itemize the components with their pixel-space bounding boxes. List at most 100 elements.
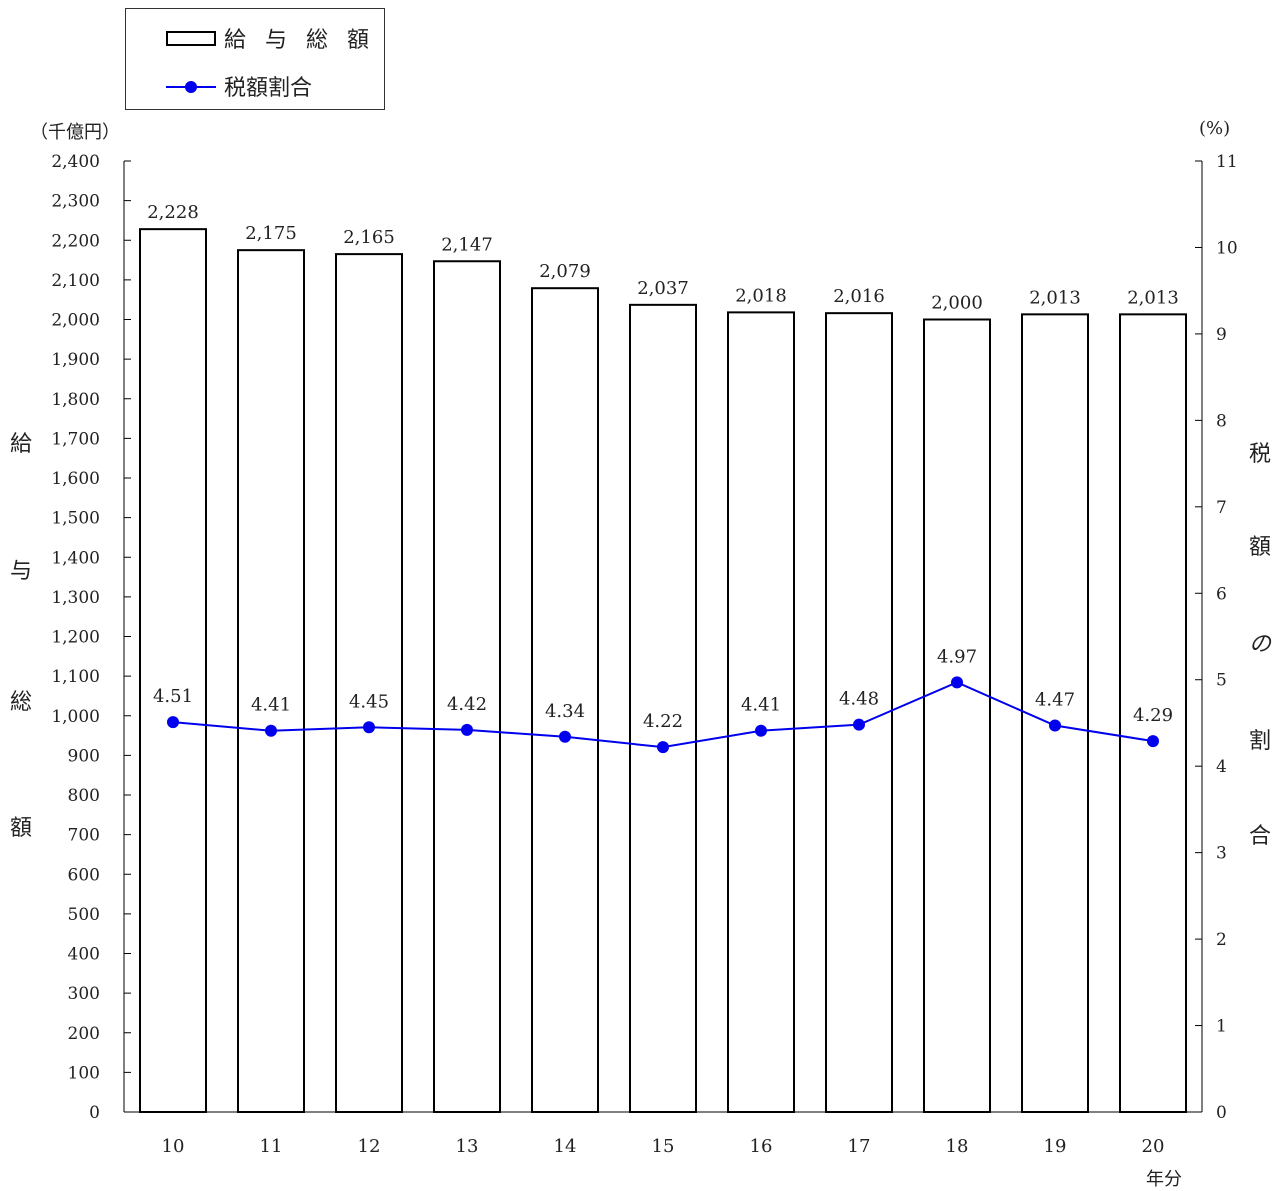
right-tick-label: 6 <box>1216 584 1227 604</box>
tax-ratio-label: 4.41 <box>741 695 781 716</box>
bar-value-label: 2,016 <box>833 286 885 307</box>
x-tick-label: 13 <box>456 1136 479 1157</box>
left-tick-label: 1,800 <box>51 390 100 410</box>
x-tick-label: 16 <box>750 1136 773 1157</box>
right-tick-label: 5 <box>1216 671 1227 691</box>
tax-ratio-point <box>1049 719 1061 732</box>
left-tick-label: 0 <box>89 1103 100 1123</box>
tax-ratio-point <box>167 716 179 729</box>
left-axis-title-char: 与 <box>10 559 33 584</box>
tax-ratio-label: 4.29 <box>1133 705 1173 726</box>
right-axis-title-char: 合 <box>1249 824 1272 849</box>
x-tick-label: 15 <box>652 1136 675 1157</box>
legend-bar-label: 給 与 総 額 <box>224 28 375 53</box>
left-tick-label: 700 <box>68 826 100 846</box>
bar <box>825 312 893 1114</box>
bar-value-label: 2,228 <box>147 202 199 223</box>
right-tick-label: 3 <box>1216 844 1227 864</box>
left-tick-label: 100 <box>68 1063 100 1083</box>
right-tick-label: 8 <box>1216 411 1227 431</box>
right-tick-label: 0 <box>1216 1103 1227 1123</box>
bar-value-label: 2,018 <box>735 285 787 306</box>
tax-ratio-point <box>657 741 669 754</box>
left-tick-label: 800 <box>68 786 100 806</box>
bar <box>139 228 207 1113</box>
bar <box>923 318 991 1113</box>
legend-line-swatch <box>166 79 216 94</box>
left-tick-label: 300 <box>68 984 100 1004</box>
tax-ratio-label: 4.22 <box>643 711 683 732</box>
right-tick-label: 2 <box>1216 930 1227 950</box>
bar-value-label: 2,037 <box>637 278 689 299</box>
left-tick-label: 2,000 <box>51 311 100 331</box>
tax-ratio-label: 4.48 <box>839 689 879 710</box>
right-tick-label: 4 <box>1216 757 1227 777</box>
right-axis-unit: (%) <box>1199 118 1231 139</box>
bar <box>1021 313 1089 1113</box>
x-tick-label: 19 <box>1044 1136 1067 1157</box>
right-axis-title-char: 額 <box>1249 535 1272 560</box>
left-tick-label: 1,300 <box>51 588 100 608</box>
right-tick-label: 11 <box>1216 152 1238 172</box>
left-tick-label: 1,400 <box>51 548 100 568</box>
left-axis-title-char: 総 <box>10 690 33 715</box>
left-tick-label: 1,600 <box>51 469 100 489</box>
legend-item-salary: 給 与 総 額 <box>166 23 375 53</box>
left-tick-label: 500 <box>68 905 100 925</box>
left-tick-label: 2,300 <box>51 192 100 212</box>
tax-ratio-point <box>853 718 865 731</box>
bar-value-label: 2,147 <box>441 234 493 255</box>
tax-ratio-label: 4.34 <box>545 701 585 722</box>
x-tick-label: 11 <box>260 1136 283 1157</box>
left-tick-label: 1,700 <box>51 429 100 449</box>
tax-ratio-point <box>755 724 767 737</box>
x-axis-unit: 年分 <box>1146 1169 1182 1190</box>
left-tick-label: 1,900 <box>51 350 100 370</box>
tax-ratio-label: 4.41 <box>251 695 291 716</box>
left-tick-label: 600 <box>68 865 100 885</box>
bar <box>1119 313 1187 1113</box>
left-tick-label: 2,400 <box>51 152 100 172</box>
left-tick-label: 1,100 <box>51 667 100 687</box>
bar-value-label: 2,079 <box>539 261 591 282</box>
tax-ratio-label: 4.45 <box>349 691 389 712</box>
tax-ratio-label: 4.97 <box>937 646 977 667</box>
left-tick-label: 900 <box>68 746 100 766</box>
bar <box>727 311 795 1113</box>
legend-line-label: 税額割合 <box>224 76 313 101</box>
right-tick-label: 10 <box>1216 238 1238 258</box>
left-tick-label: 2,100 <box>51 271 100 291</box>
x-tick-label: 14 <box>554 1136 577 1157</box>
legend-item-tax-ratio: 税額割合 <box>166 71 312 101</box>
bar <box>433 260 501 1114</box>
left-tick-label: 2,200 <box>51 231 100 251</box>
bar-value-label: 2,000 <box>931 293 983 314</box>
right-tick-label: 1 <box>1216 1017 1227 1037</box>
bar-value-label: 2,165 <box>343 227 395 248</box>
tax-ratio-point <box>363 721 375 734</box>
tax-ratio-point <box>1147 735 1159 748</box>
tax-ratio-point <box>951 676 963 689</box>
left-tick-label: 1,200 <box>51 628 100 648</box>
x-tick-label: 12 <box>358 1136 381 1157</box>
x-tick-label: 18 <box>946 1136 969 1157</box>
left-tick-label: 1,500 <box>51 509 100 529</box>
bar-value-label: 2,013 <box>1127 287 1179 308</box>
left-tick-label: 400 <box>68 945 100 965</box>
right-tick-label: 9 <box>1216 325 1227 345</box>
right-axis-title-char: 税 <box>1249 442 1272 467</box>
bar-value-label: 2,175 <box>245 223 297 244</box>
tax-ratio-label: 4.42 <box>447 694 487 715</box>
x-tick-label: 20 <box>1142 1136 1165 1157</box>
x-tick-label: 17 <box>848 1136 871 1157</box>
bar <box>531 287 599 1114</box>
bar <box>629 303 697 1113</box>
left-tick-label: 1,000 <box>51 707 100 727</box>
bar <box>237 249 305 1113</box>
x-tick-label: 10 <box>162 1136 185 1157</box>
right-tick-label: 7 <box>1216 498 1227 518</box>
tax-ratio-point <box>461 723 473 736</box>
tax-ratio-label: 4.47 <box>1035 690 1075 711</box>
right-axis-title-char: 割 <box>1249 729 1272 754</box>
